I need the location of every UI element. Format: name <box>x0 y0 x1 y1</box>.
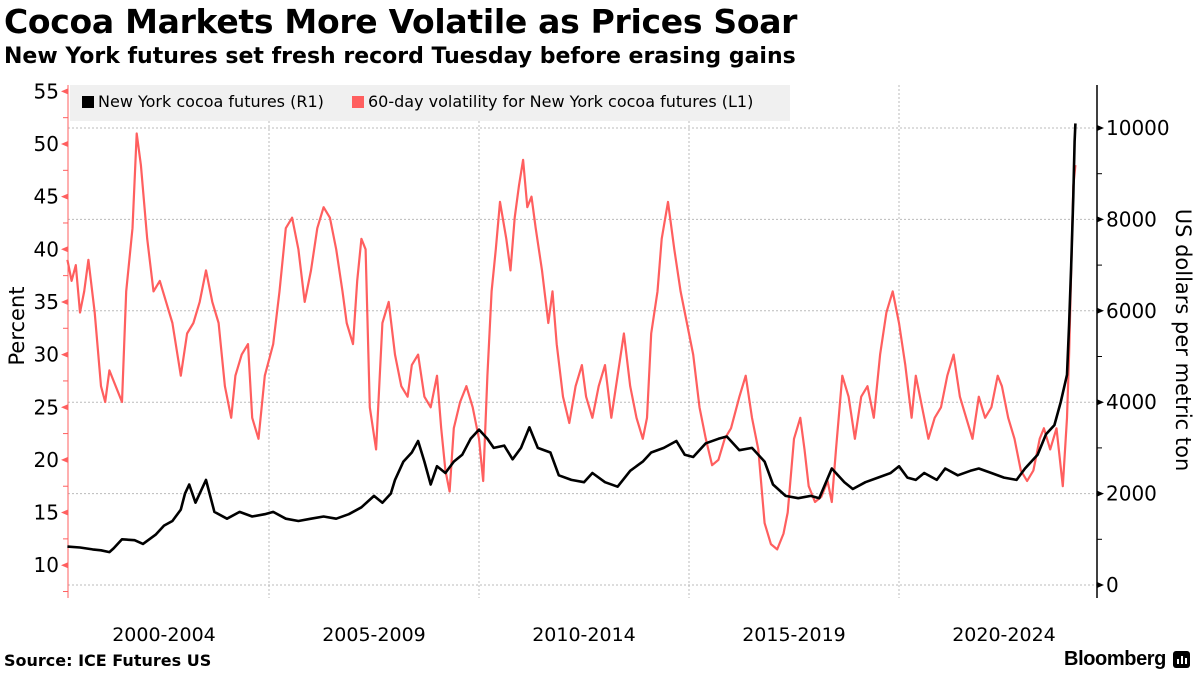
left-tick-label: 25 <box>34 395 59 419</box>
left-tick-label: 10 <box>34 553 59 577</box>
legend-item-price: New York cocoa futures (R1) <box>82 92 324 111</box>
right-tick-mark <box>1097 490 1104 497</box>
left-tick-label: 30 <box>34 343 59 367</box>
volatility-line <box>66 132 1077 551</box>
x-tick-label: 2020-2024 <box>952 624 1056 646</box>
left-tick-mark <box>61 404 68 411</box>
bloomberg-logo: Bloomberg <box>1064 648 1166 670</box>
right-tick-mark <box>1097 216 1104 223</box>
x-tick-label: 2005-2009 <box>322 624 426 646</box>
x-tick-label: 2000-2004 <box>112 624 216 646</box>
right-tick-label: 10000 <box>1106 116 1170 140</box>
right-tick-mark <box>1097 307 1104 314</box>
right-tick-mark <box>1097 582 1104 588</box>
gridlines <box>68 85 1097 598</box>
left-tick-label: 35 <box>34 290 59 314</box>
right-tick-mark <box>1097 125 1104 131</box>
left-tick-mark <box>61 246 68 253</box>
series-layer <box>66 123 1077 554</box>
x-axis: 2000-2004 2005-2009 2010-2014 2015-2019 2020… <box>112 624 1056 646</box>
left-tick-mark <box>61 509 68 516</box>
left-tick-mark <box>61 351 68 358</box>
left-axis-label: Percent <box>5 286 29 365</box>
x-tick-label: 2010-2014 <box>532 624 636 646</box>
bloomberg-terminal-icon <box>1173 651 1190 668</box>
left-tick-label: 40 <box>34 237 59 261</box>
left-tick-label: 50 <box>34 132 59 156</box>
legend-swatch-volatility <box>352 95 364 108</box>
price-line <box>67 123 1077 554</box>
right-tick-label: 0 <box>1106 573 1119 597</box>
legend-item-volatility: 60-day volatility for New York cocoa fut… <box>352 92 753 111</box>
left-tick-mark <box>61 88 68 95</box>
right-axis: 0 2000 4000 6000 8000 10000 <box>1096 85 1170 598</box>
right-tick-mark <box>1097 399 1104 406</box>
right-tick-label: 8000 <box>1106 207 1157 231</box>
left-tick-label: 55 <box>34 79 59 103</box>
x-tick-label: 2015-2019 <box>742 624 846 646</box>
legend-label-volatility: 60-day volatility for New York cocoa fut… <box>368 92 754 111</box>
left-axis: 10 15 20 25 30 35 40 45 50 55 <box>34 79 69 598</box>
chart-title: Cocoa Markets More Volatile as Prices So… <box>4 2 798 41</box>
source-note: Source: ICE Futures US <box>4 651 212 670</box>
right-tick-label: 6000 <box>1106 299 1157 323</box>
left-tick-mark <box>61 562 68 569</box>
legend-label-price: New York cocoa futures (R1) <box>98 92 324 111</box>
left-tick-label: 45 <box>34 185 59 209</box>
legend-swatch-price <box>82 95 94 108</box>
left-tick-mark <box>61 141 68 147</box>
left-tick-mark <box>61 456 68 463</box>
legend: New York cocoa futures (R1) 60-day volat… <box>70 85 790 121</box>
right-tick-label: 2000 <box>1106 482 1157 506</box>
left-tick-mark <box>61 298 68 305</box>
right-tick-label: 4000 <box>1106 390 1157 414</box>
left-tick-mark <box>61 193 68 200</box>
right-axis-label: US dollars per metric ton <box>1171 209 1195 472</box>
left-tick-label: 15 <box>34 501 59 525</box>
left-tick-label: 20 <box>34 448 59 472</box>
chart-subtitle: New York futures set fresh record Tuesda… <box>4 44 796 69</box>
